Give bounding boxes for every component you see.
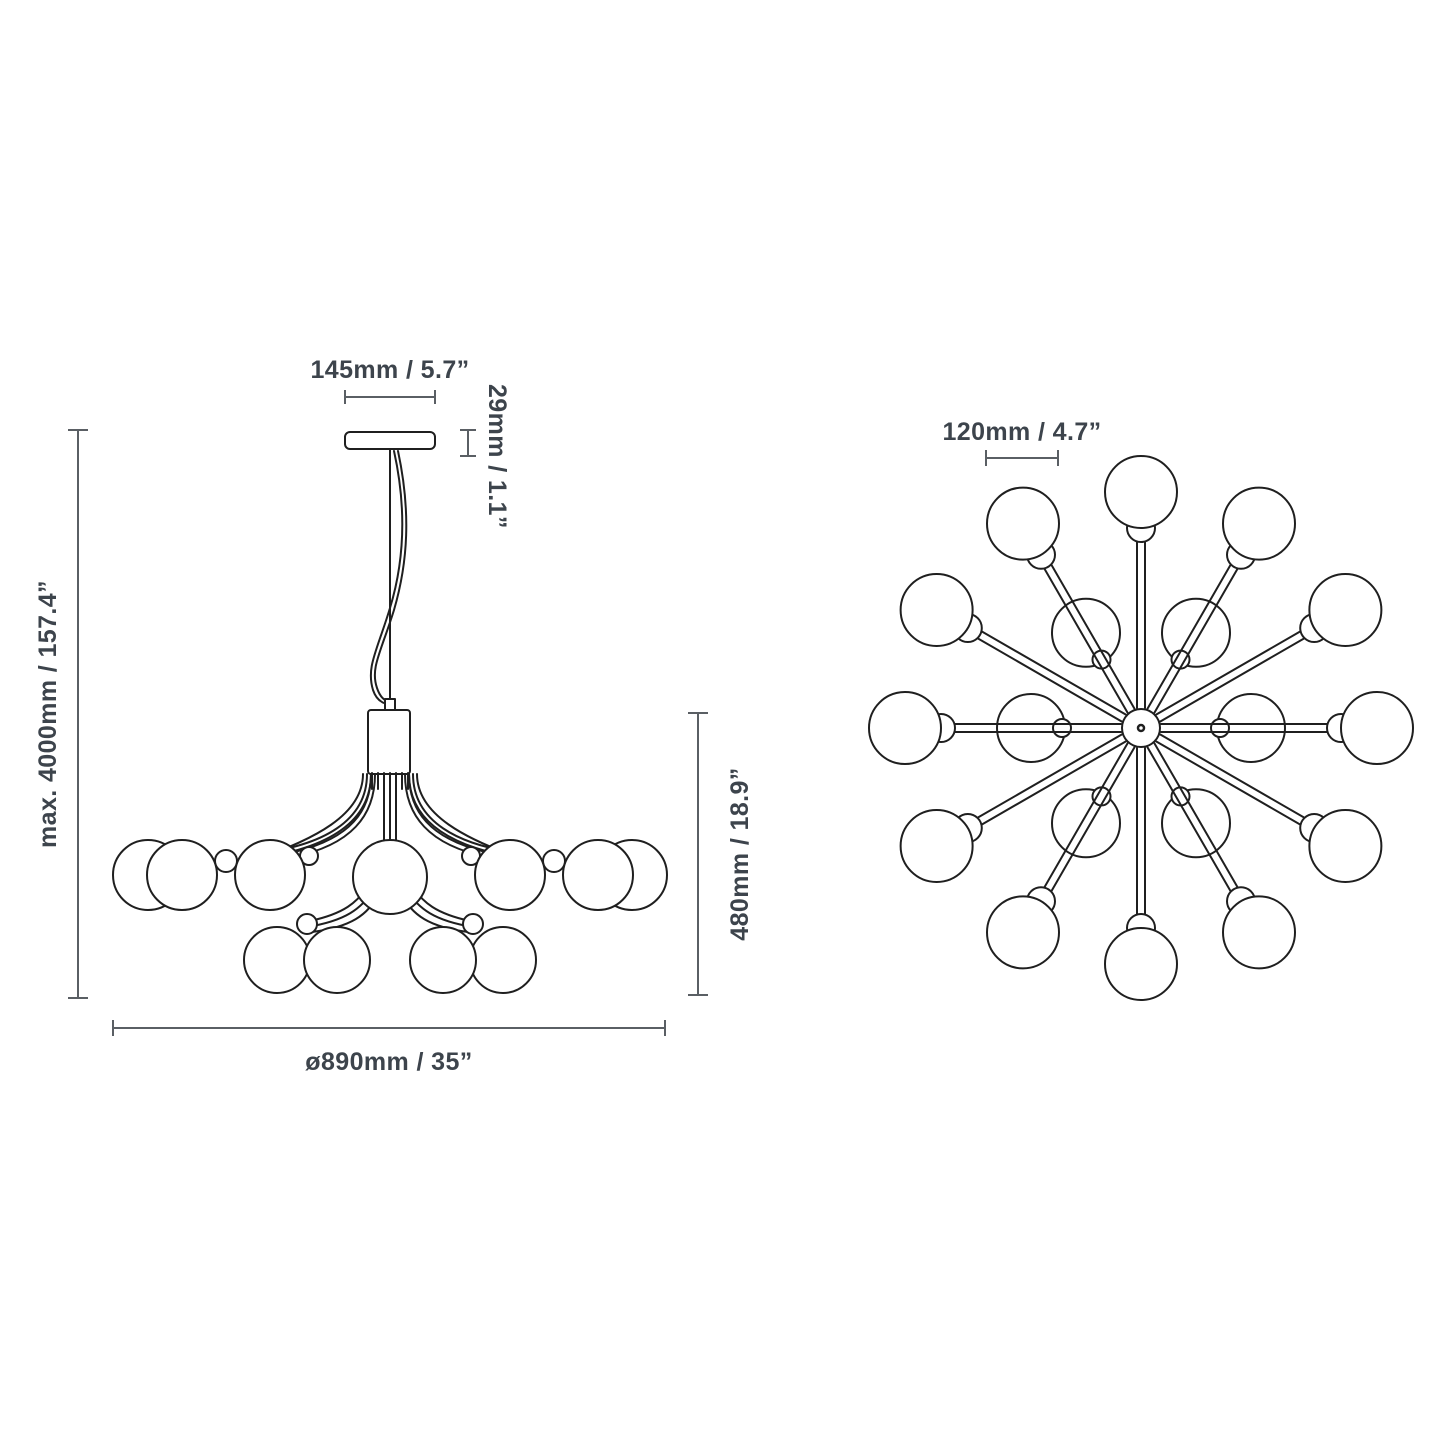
arm-line (1153, 556, 1245, 714)
arm-line (1155, 624, 1313, 716)
globe (1104, 455, 1178, 529)
globe (899, 573, 974, 647)
globe (562, 839, 634, 911)
globe (1308, 809, 1383, 883)
arm-line (1159, 630, 1317, 723)
globe (303, 926, 371, 994)
globe-diameter-label: 120mm / 4.7” (942, 418, 1101, 446)
arm-line (965, 733, 1123, 826)
globe (1340, 691, 1414, 765)
globe (243, 926, 311, 994)
arm-line (1159, 733, 1317, 826)
globe (899, 809, 974, 883)
dimension-lines (68, 390, 1059, 1036)
arm-line (1146, 552, 1239, 710)
globe-socket (462, 913, 484, 935)
globe (1222, 895, 1296, 970)
globe-socket (214, 849, 238, 873)
globe (146, 839, 218, 911)
arm-line (1146, 746, 1239, 904)
globe-socket (296, 913, 318, 935)
suspension-length-label: max. 4000mm / 157.4” (34, 580, 62, 848)
arm-curve (404, 773, 488, 858)
arm-line (1037, 742, 1129, 900)
globe (1308, 573, 1383, 647)
inner-globe-socket (1210, 718, 1230, 738)
hub (1121, 708, 1161, 748)
arm-line (969, 624, 1127, 716)
hub (367, 709, 411, 775)
arm-line (1037, 556, 1129, 714)
hub-pin (1136, 723, 1146, 733)
globe (474, 839, 546, 911)
side-view-fixture (112, 431, 668, 994)
fixture-height-label: 480mm / 18.9” (726, 767, 754, 940)
globe (469, 926, 537, 994)
top-view-fixture (868, 455, 1414, 1001)
arm-line (1153, 742, 1245, 900)
globe (986, 895, 1060, 970)
globe (409, 926, 477, 994)
arm-line (969, 740, 1127, 832)
arm-curve (292, 773, 376, 858)
canopy-height-label: 29mm / 1.1” (483, 384, 511, 529)
arm-line (1043, 552, 1136, 710)
globe (1222, 486, 1296, 561)
inner-globe-socket (1052, 718, 1072, 738)
canopy-width-label: 145mm / 5.7” (310, 356, 469, 384)
globe-socket (542, 849, 566, 873)
cable-strand (373, 450, 408, 702)
arm-line (1043, 746, 1136, 904)
globe (1104, 927, 1178, 1001)
arm-line (965, 630, 1123, 723)
globe (352, 839, 428, 915)
diameter-label: ø890mm / 35” (305, 1048, 472, 1076)
globe (868, 691, 942, 765)
globe (234, 839, 306, 911)
arm-line (1155, 740, 1313, 832)
canopy (344, 431, 436, 450)
globe (986, 486, 1060, 561)
cable-strand (369, 450, 404, 704)
